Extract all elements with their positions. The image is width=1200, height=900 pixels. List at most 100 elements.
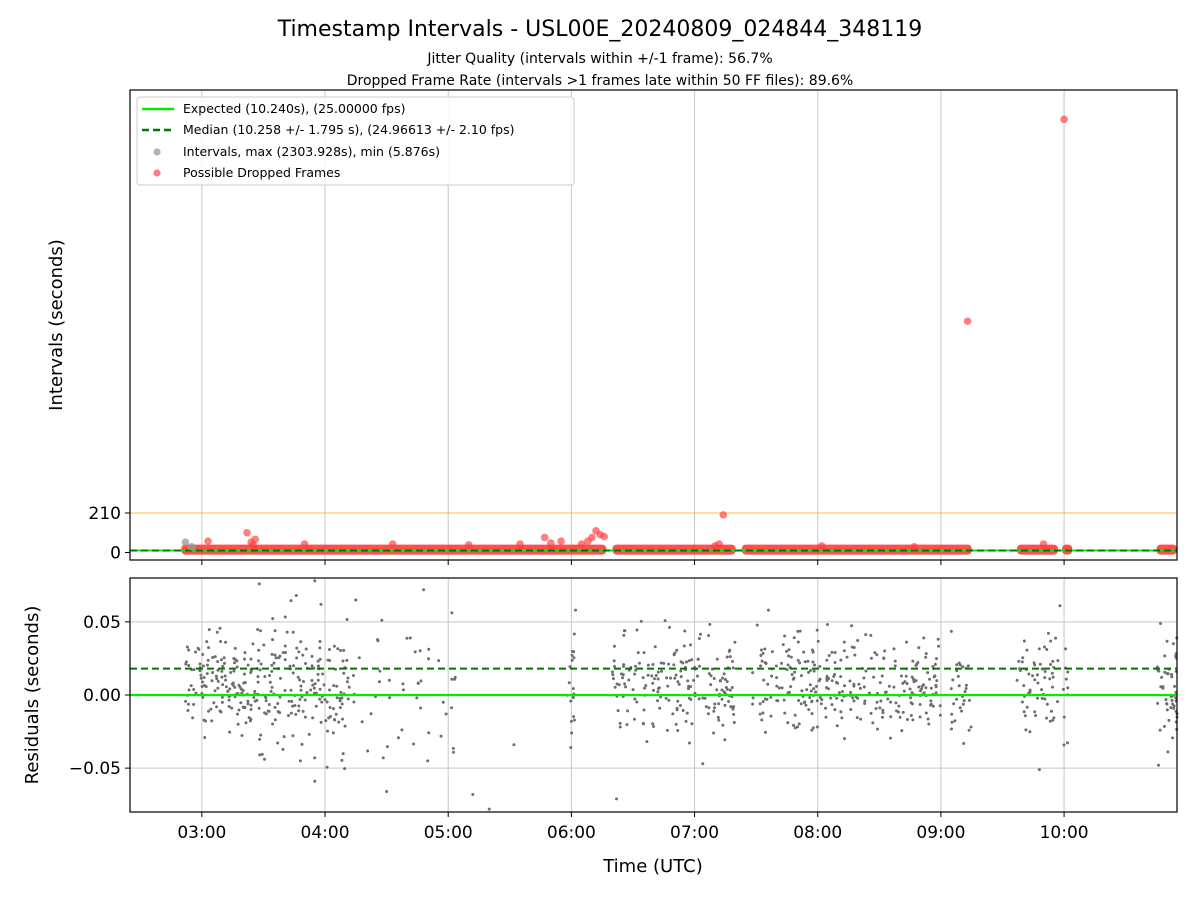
residual-point	[256, 680, 260, 684]
residual-point	[319, 720, 323, 724]
residual-point	[570, 731, 574, 735]
residual-point	[301, 709, 305, 713]
residual-point	[797, 722, 801, 726]
residual-point	[1055, 700, 1059, 704]
residual-point	[248, 719, 252, 723]
residual-point	[243, 651, 247, 655]
residual-point	[201, 652, 205, 656]
residual-point	[825, 658, 829, 662]
residual-point	[1171, 702, 1175, 706]
residual-point	[687, 659, 691, 663]
residual-point	[763, 697, 767, 701]
residual-point	[839, 710, 843, 714]
residual-point	[815, 684, 819, 688]
x-tick-label: 04:00	[301, 823, 350, 843]
residual-point	[935, 679, 939, 683]
residual-point	[910, 675, 914, 679]
dropped-frame-point	[963, 317, 972, 326]
residual-point	[715, 688, 719, 692]
residual-point	[820, 698, 824, 702]
residual-point	[325, 765, 329, 769]
residual-point	[221, 664, 225, 668]
residual-point	[343, 724, 347, 728]
residual-point	[883, 649, 887, 653]
residual-point	[264, 696, 268, 700]
dropped-frame-point	[249, 541, 257, 549]
residual-point	[845, 655, 849, 659]
residual-point	[219, 658, 223, 662]
residual-point	[242, 681, 246, 685]
residual-point	[268, 680, 272, 684]
residual-point	[837, 691, 841, 695]
residual-point	[1043, 645, 1047, 649]
residual-point	[707, 706, 711, 710]
chart-subtitle-jitter: Jitter Quality (intervals within +/-1 fr…	[426, 51, 772, 67]
residual-point	[211, 671, 215, 675]
residual-point	[258, 668, 262, 672]
residual-point	[758, 702, 762, 706]
residual-point	[200, 680, 204, 684]
residual-point	[697, 697, 701, 701]
residual-point	[775, 684, 779, 688]
residual-point	[686, 679, 690, 683]
residual-point	[324, 719, 328, 723]
residual-point	[572, 715, 576, 719]
residual-point	[732, 720, 736, 724]
residual-point	[222, 656, 226, 660]
residual-point	[812, 687, 816, 691]
residual-point	[833, 661, 837, 665]
residual-point	[932, 675, 936, 679]
residual-point	[810, 700, 814, 704]
residual-point	[1165, 639, 1169, 643]
residual-point	[839, 675, 843, 679]
residual-point	[789, 685, 793, 689]
residual-point	[1017, 659, 1021, 663]
residual-point	[278, 711, 282, 715]
residual-point	[572, 718, 576, 722]
residual-point	[253, 689, 257, 693]
residual-point	[291, 704, 295, 708]
residual-point	[232, 669, 236, 673]
residual-point	[803, 660, 807, 664]
residual-point	[512, 743, 516, 747]
residual-point	[206, 658, 210, 662]
residual-point	[926, 717, 930, 721]
residual-point	[662, 661, 666, 665]
residual-point	[717, 702, 721, 706]
residual-point	[259, 662, 263, 666]
residual-point	[651, 722, 655, 726]
residual-point	[313, 682, 317, 686]
residual-point	[807, 670, 811, 674]
residual-point	[878, 681, 882, 685]
residual-point	[339, 648, 343, 652]
residual-point	[623, 682, 627, 686]
residual-point	[842, 649, 846, 653]
residual-point	[631, 688, 635, 692]
residual-point	[611, 673, 615, 677]
residual-point	[618, 721, 622, 725]
residual-point	[814, 690, 818, 694]
residual-point	[366, 749, 370, 753]
residual-point	[874, 707, 878, 711]
residual-point	[316, 664, 320, 668]
residual-point	[396, 736, 400, 740]
residual-point	[1018, 668, 1022, 672]
residual-point	[709, 683, 713, 687]
residual-point	[215, 705, 219, 709]
residual-point	[1035, 673, 1039, 677]
residual-point	[760, 718, 764, 722]
residual-point	[215, 677, 219, 681]
residual-point	[810, 712, 814, 716]
residual-point	[796, 629, 800, 633]
residual-point	[716, 715, 720, 719]
residual-point	[835, 696, 839, 700]
residual-point	[570, 653, 574, 657]
residual-point	[228, 687, 232, 691]
residual-point	[673, 676, 677, 680]
residual-point	[239, 701, 243, 705]
residual-point	[840, 716, 844, 720]
residual-point	[770, 674, 774, 678]
residual-point	[185, 645, 189, 649]
residual-point	[235, 659, 239, 663]
residual-point	[316, 659, 320, 663]
